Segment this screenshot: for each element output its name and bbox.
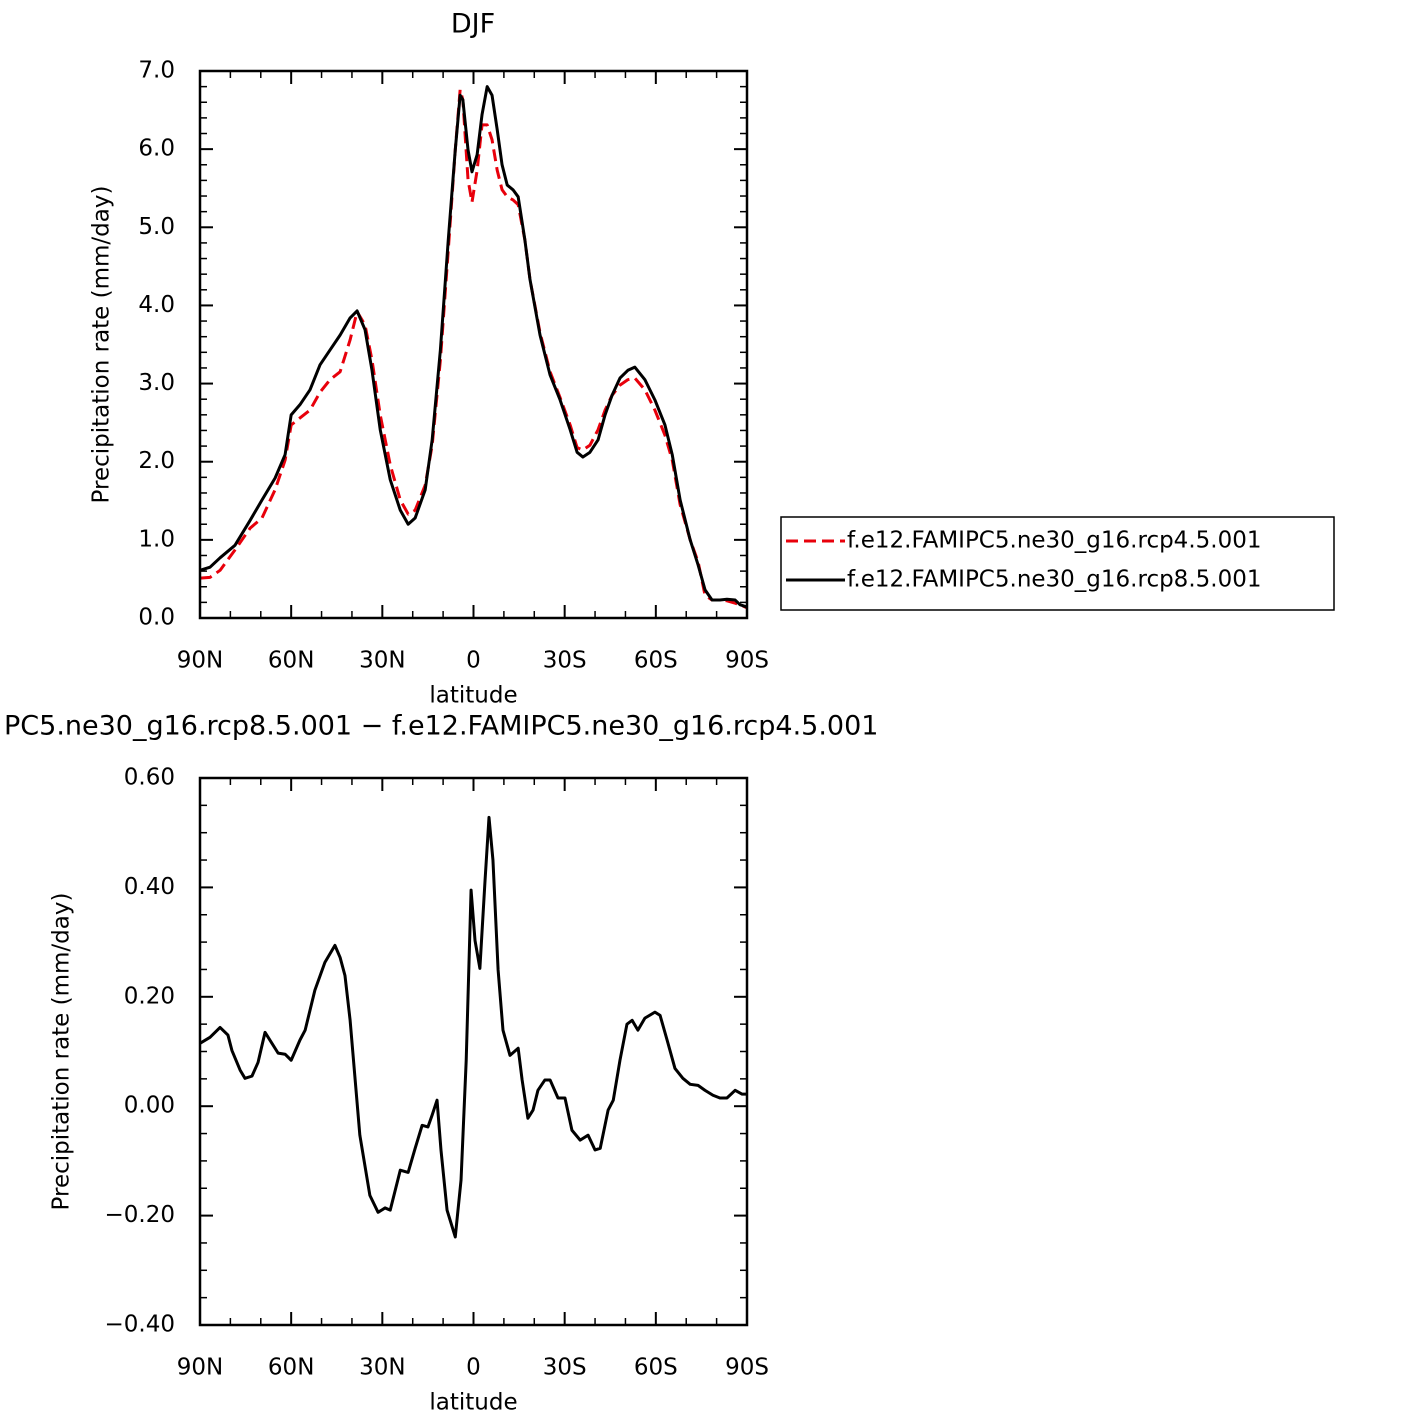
legend-label: f.e12.FAMIPC5.ne30_g16.rcp8.5.001 [847, 567, 1261, 593]
x-tick-label: 60N [268, 648, 314, 674]
x-tick-label: 30S [543, 1355, 587, 1381]
y-tick-label: 3.0 [138, 370, 175, 396]
plot-frame [198, 776, 749, 1327]
y-tick-label: 0.0 [138, 605, 175, 631]
y-tick-label: 0.60 [124, 765, 175, 791]
y-tick-label: 0.20 [124, 983, 175, 1009]
x-tick-label: 90N [177, 648, 223, 674]
y-tick-label: −0.20 [105, 1202, 175, 1228]
y-tick-label: −0.40 [105, 1312, 175, 1338]
x-tick-label: 60S [634, 1355, 678, 1381]
y-tick-label: 4.0 [138, 292, 175, 318]
x-tick-label: 90S [725, 648, 769, 674]
x-tick-label: 30N [359, 1355, 405, 1381]
data-line [199, 815, 747, 1239]
y-axis-label: Precipitation rate (mm/day) [49, 893, 75, 1211]
legend-box [780, 516, 1335, 611]
plot-frame [198, 69, 749, 620]
legend-label: f.e12.FAMIPC5.ne30_g16.rcp4.5.001 [847, 528, 1261, 554]
x-axis-label: latitude [429, 1390, 517, 1416]
y-tick-label: 5.0 [138, 214, 175, 240]
x-tick-label: 30S [543, 648, 587, 674]
x-tick-label: 60N [268, 1355, 314, 1381]
data-line [199, 85, 748, 609]
y-tick-label: 7.0 [138, 58, 175, 84]
chart-title: PC5.ne30_g16.rcp8.5.001 − f.e12.FAMIPC5.… [4, 711, 878, 742]
x-tick-label: 90S [725, 1355, 769, 1381]
x-tick-label: 0 [466, 1355, 481, 1381]
y-tick-label: 1.0 [138, 526, 175, 552]
data-line [199, 88, 748, 610]
x-tick-label: 60S [634, 648, 678, 674]
y-tick-label: 0.00 [124, 1093, 175, 1119]
x-tick-label: 0 [466, 648, 481, 674]
y-tick-label: 0.40 [124, 874, 175, 900]
x-tick-label: 30N [359, 648, 405, 674]
x-axis-label: latitude [429, 683, 517, 709]
x-tick-label: 90N [177, 1355, 223, 1381]
y-tick-label: 6.0 [138, 136, 175, 162]
y-tick-label: 2.0 [138, 448, 175, 474]
y-axis-label: Precipitation rate (mm/day) [89, 186, 115, 504]
chart-title: DJF [451, 9, 495, 40]
